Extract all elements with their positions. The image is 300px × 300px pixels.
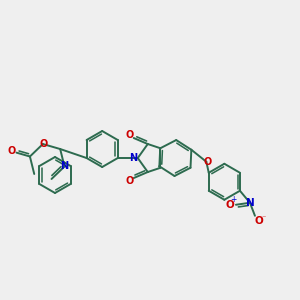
Text: O: O	[40, 139, 48, 149]
Text: N: N	[60, 161, 69, 172]
Text: O: O	[8, 146, 16, 156]
Text: N: N	[246, 198, 254, 208]
Text: +: +	[230, 195, 236, 204]
Text: O: O	[203, 157, 212, 167]
Text: ⁻: ⁻	[262, 213, 266, 222]
Text: N: N	[129, 153, 137, 163]
Text: O: O	[126, 176, 134, 186]
Text: O: O	[226, 200, 234, 210]
Text: O: O	[126, 130, 134, 140]
Text: O: O	[255, 216, 263, 226]
